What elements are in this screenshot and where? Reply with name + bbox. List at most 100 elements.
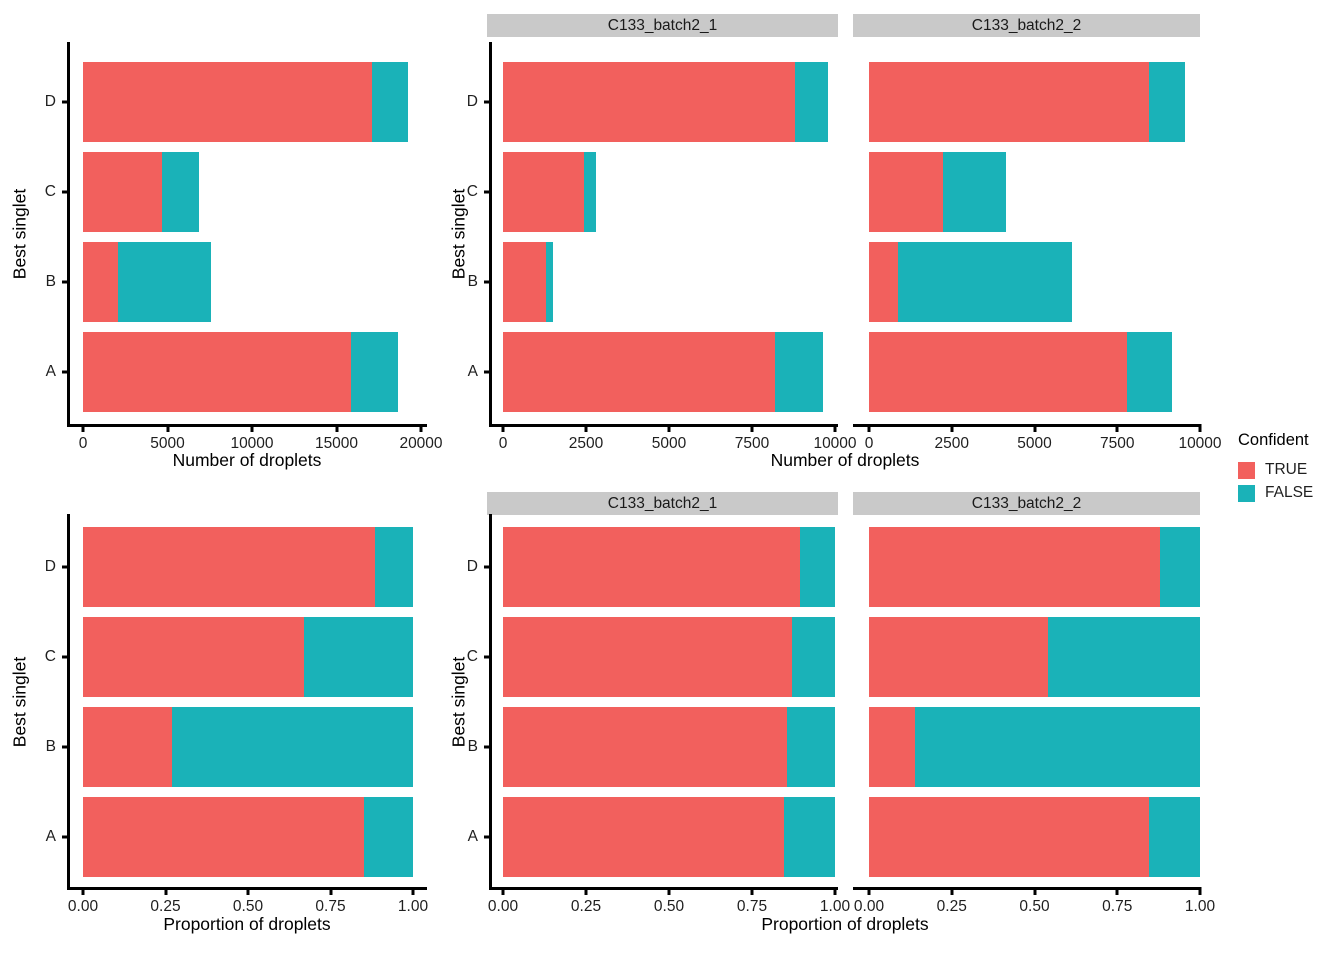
x-tick-label: 5000 [1017, 435, 1052, 452]
x-tick-label: 0.00 [853, 898, 885, 915]
x-axis-title-counts-all: Number of droplets [172, 450, 322, 470]
legend-title: Confident [1238, 431, 1309, 449]
bar-segment-true [503, 332, 776, 412]
x-tick-mark [335, 424, 338, 432]
bars-area [503, 62, 835, 412]
panel-counts-all: 0 5000 10000 15000 20000 D C B A [45, 42, 443, 452]
bar-segment-true [869, 527, 1161, 607]
y-axis: D C B A [0, 514, 70, 887]
legend-label-false: FALSE [1265, 484, 1314, 501]
bar-segment-true [83, 527, 376, 607]
bar-B [869, 707, 1200, 787]
x-tick-label: 7500 [1100, 435, 1135, 452]
y-tick-label: D [44, 558, 56, 575]
x-tick-mark [250, 424, 254, 432]
legend: Confident TRUE FALSE [1238, 431, 1342, 507]
x-tick-mark [164, 887, 167, 895]
x-tick-label: 0.75 [1102, 898, 1133, 915]
x-tick-mark [833, 887, 837, 895]
bar-C [503, 152, 596, 232]
x-tick-label: 0 [78, 435, 88, 452]
x-tick-mark [584, 424, 588, 432]
y-tick-mark [484, 655, 492, 659]
x-tick-label: 0.00 [67, 898, 99, 915]
bar-segment-false [371, 62, 409, 142]
x-tick-label: 0.25 [570, 898, 602, 915]
y-tick-mark [484, 100, 492, 104]
bar-A [83, 332, 399, 412]
bar-segment-false [363, 797, 413, 877]
bar-segment-true [83, 707, 173, 787]
bar-segment-true [503, 527, 801, 607]
x-tick-label: 0.75 [736, 898, 768, 915]
x-tick-label: 2500 [568, 435, 604, 452]
y-tick-label: D [44, 93, 56, 110]
bar-segment-true [869, 332, 1128, 412]
x-tick-mark [1033, 424, 1036, 432]
bars-area [83, 62, 421, 412]
bar-segment-false [795, 62, 829, 142]
x-tick-mark [750, 424, 754, 432]
x-tick-label: 0.50 [653, 898, 685, 915]
x-tick-label: 5000 [150, 435, 185, 452]
x-tick-label: 0 [864, 435, 874, 452]
bar-segment-true [83, 617, 305, 697]
x-tick-mark [833, 424, 837, 432]
bar-segment-false [1127, 332, 1172, 412]
y-tick-label: B [467, 738, 478, 755]
bar-segment-true [869, 797, 1149, 877]
y-axis: D C B A [422, 514, 492, 887]
bar-A [503, 332, 824, 412]
x-axis: 0.00 0.25 0.50 0.75 1.00 [488, 887, 850, 923]
y-tick-mark [484, 280, 492, 284]
bar-C [83, 617, 413, 697]
bar-segment-false [375, 527, 413, 607]
x-tick-mark [584, 887, 588, 895]
x-axis: 0 5000 10000 15000 20000 [79, 424, 443, 460]
y-tick-mark [62, 280, 70, 284]
bar-B [503, 707, 835, 787]
bars-area [869, 527, 1200, 877]
x-tick-label: 0 [498, 435, 508, 452]
panel-prop-batch2: 0.00 0.25 0.50 0.75 1.00 [853, 514, 1215, 915]
x-tick-label: 0.50 [232, 898, 264, 915]
bar-segment-false [1047, 617, 1200, 697]
x-axis: 0.00 0.25 0.50 0.75 1.00 [854, 887, 1215, 923]
bar-segment-false [117, 242, 211, 322]
panel-prop-all: 0.00 0.25 0.50 0.75 1.00 D C B A [45, 514, 428, 915]
legend-item-false: FALSE [1238, 484, 1342, 502]
x-axis: 0 2500 5000 7500 10000 [865, 424, 1222, 460]
y-tick-label: B [45, 273, 56, 290]
y-tick-mark [484, 565, 492, 569]
x-tick-mark [1033, 887, 1036, 895]
x-tick-label: 0.25 [150, 898, 181, 915]
x-tick-mark [166, 424, 169, 432]
x-tick-mark [1198, 424, 1202, 432]
bar-segment-true [503, 617, 792, 697]
bar-segment-true [503, 242, 546, 322]
x-tick-mark [329, 887, 332, 895]
bar-A [869, 797, 1200, 877]
x-tick-mark [1115, 424, 1119, 432]
y-tick-mark [62, 835, 70, 839]
facet-strip-prop-batch1: C133_batch2_1 [487, 492, 838, 515]
x-tick-mark [1115, 887, 1119, 895]
bar-C [869, 152, 1007, 232]
bar-segment-true [83, 332, 351, 412]
y-tick-label: A [467, 828, 478, 845]
y-tick-mark [62, 370, 70, 374]
x-tick-mark [501, 424, 505, 432]
bar-segment-false [172, 707, 413, 787]
facet-strip-counts-batch2: C133_batch2_2 [853, 14, 1200, 37]
bar-segment-true [503, 62, 796, 142]
y-tick-label: D [466, 558, 478, 575]
bar-D [503, 527, 835, 607]
y-tick-mark [484, 835, 492, 839]
x-tick-mark [867, 424, 871, 432]
x-tick-mark [246, 887, 250, 895]
bar-segment-true [83, 152, 162, 232]
bar-B [83, 242, 211, 322]
bar-segment-false [800, 527, 835, 607]
x-tick-mark [750, 887, 754, 895]
